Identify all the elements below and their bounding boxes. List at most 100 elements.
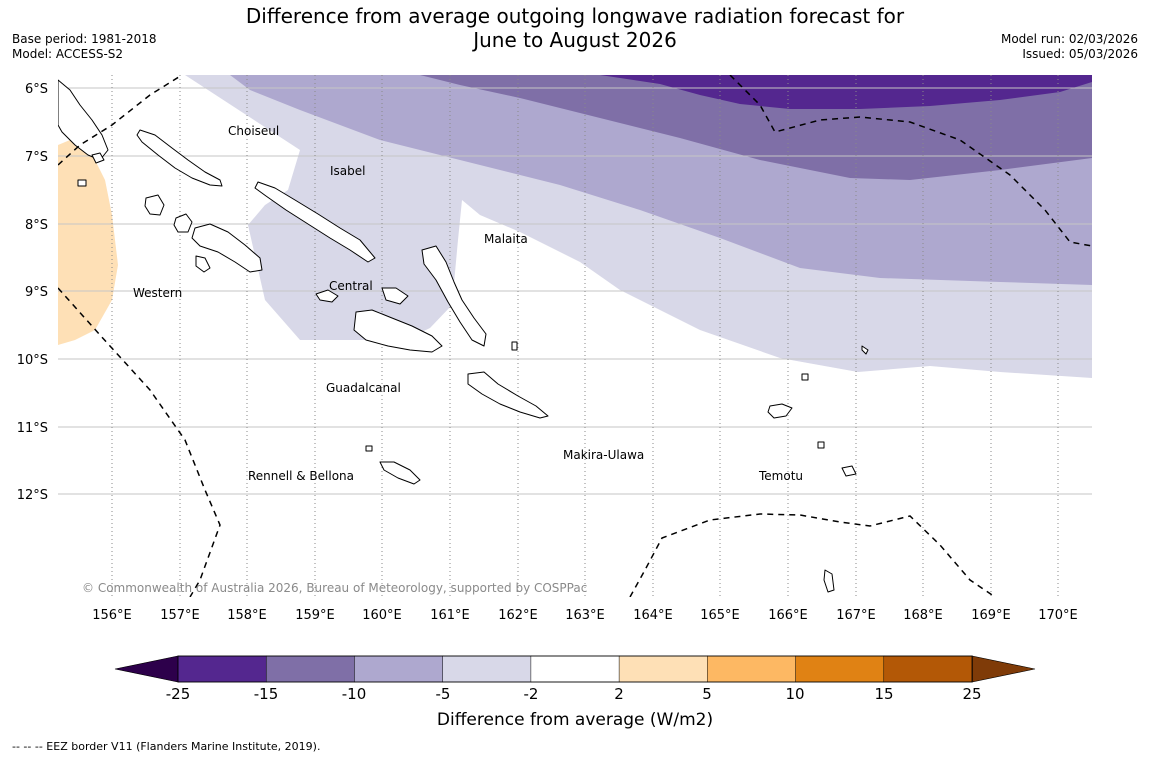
lon-tick-label: 162°E	[498, 608, 538, 623]
colorbar: -25 -15 -10 -5 -2 2 5 10 15 25 Differenc…	[114, 655, 1036, 730]
map-title-line2: June to August 2026	[473, 28, 677, 52]
lat-tick-labels: 6°S 7°S 8°S 9°S 10°S 11°S 12°S	[17, 82, 48, 503]
island-shortland	[91, 152, 105, 164]
colorbar-swatch	[618, 655, 709, 683]
lat-tick-label: 6°S	[25, 82, 48, 97]
colorbar-swatch	[707, 655, 797, 683]
lon-tick-label: 158°E	[227, 608, 267, 623]
colorbar-tick-label: -15	[254, 685, 279, 703]
colorbar-swatch	[442, 655, 532, 683]
province-label: Makira-Ulawa	[563, 448, 644, 462]
colorbar-swatch	[265, 655, 356, 683]
lon-tick-label: 165°E	[700, 608, 740, 623]
colorbar-tick-label: 15	[874, 685, 893, 703]
colorbar-tick-label: 5	[702, 685, 712, 703]
lon-tick-labels: 156°E 157°E 158°E 159°E 160°E 161°E 162°…	[92, 608, 1078, 623]
lon-tick-label: 163°E	[565, 608, 605, 623]
island-malaita	[421, 245, 487, 347]
colorbar-outline	[177, 655, 973, 683]
eez-footnote: -- -- -- EEZ border V11 (Flanders Marine…	[12, 740, 320, 753]
island-isabel	[254, 181, 376, 263]
province-label: Western	[133, 286, 182, 300]
olr-positive-anomaly	[58, 140, 118, 345]
colorbar-tick-label: 25	[962, 685, 981, 703]
lat-tick-label: 12°S	[17, 488, 48, 503]
province-label: Choiseul	[228, 124, 279, 138]
lon-gridlines	[111, 75, 1059, 597]
lon-tick-label: 167°E	[836, 608, 876, 623]
province-label: Malaita	[484, 232, 528, 246]
province-label: Isabel	[330, 164, 365, 178]
model-run: Model run: 02/03/2026	[1000, 32, 1138, 46]
colorbar-tick-label: -5	[436, 685, 451, 703]
island-florida	[315, 289, 339, 303]
province-label: Central	[329, 279, 373, 293]
olr-band-darkest	[600, 75, 1092, 109]
colorbar-under-arrow	[114, 655, 179, 683]
colorbar-title: Difference from average (W/m2)	[437, 710, 713, 730]
province-label: Rennell & Bellona	[248, 469, 354, 483]
island-anuta	[823, 569, 835, 593]
island-santa-cruz	[767, 403, 793, 419]
issued-date: Issued: 05/03/2026	[1022, 47, 1138, 61]
island-ulawa	[511, 341, 518, 351]
map-area: Choiseul Isabel Malaita Western Central …	[58, 75, 1092, 597]
island-guadalcanal	[353, 309, 443, 353]
lat-tick-label: 7°S	[25, 150, 48, 165]
island-rendova	[195, 255, 211, 273]
island-treasury	[77, 179, 87, 187]
lon-tick-label: 168°E	[903, 608, 943, 623]
island-kolombangara	[173, 213, 193, 233]
base-period: Base period: 1981-2018	[12, 32, 157, 46]
meta-right: Model run: 02/03/2026 Issued: 05/03/2026	[1001, 32, 1138, 62]
eez-borders	[58, 75, 1092, 597]
lat-gridlines	[58, 87, 1092, 495]
lon-tick-label: 170°E	[1038, 608, 1078, 623]
province-label: Temotu	[758, 469, 803, 483]
map-title-line1: Difference from average outgoing longwav…	[245, 4, 905, 28]
lon-tick-label: 161°E	[430, 608, 470, 623]
colorbar-swatch	[177, 655, 267, 683]
province-label: Guadalcanal	[326, 381, 401, 395]
islands	[58, 79, 869, 593]
colorbar-tick-label: 10	[785, 685, 804, 703]
colorbar-ticks: -25 -15 -10 -5 -2 2 5 10 15 25	[166, 685, 982, 703]
island-new-georgia	[191, 223, 263, 273]
island-vella-lavella	[144, 194, 165, 216]
lon-tick-label: 169°E	[971, 608, 1011, 623]
island-bougainville	[58, 79, 109, 161]
colorbar-tick-label: -10	[342, 685, 367, 703]
colorbar-swatch	[883, 655, 973, 683]
lon-tick-label: 164°E	[633, 608, 673, 623]
lon-tick-label: 159°E	[295, 608, 335, 623]
colorbar-swatch	[530, 655, 620, 683]
island-makira	[467, 371, 549, 419]
colorbar-tick-label: -25	[166, 685, 191, 703]
island-duff	[861, 345, 869, 355]
lat-tick-label: 10°S	[17, 353, 48, 368]
model-name: Model: ACCESS-S2	[12, 47, 124, 61]
island-bellona	[365, 445, 373, 452]
colorbar-tick-label: 2	[614, 685, 624, 703]
province-labels: Choiseul Isabel Malaita Western Central …	[133, 124, 803, 483]
lat-tick-label: 9°S	[25, 285, 48, 300]
island-reef-islands	[801, 373, 809, 381]
lat-tick-label: 8°S	[25, 218, 48, 233]
island-utupua	[817, 441, 825, 449]
island-choiseul	[136, 129, 223, 187]
lon-tick-label: 160°E	[362, 608, 402, 623]
lon-tick-label: 157°E	[160, 608, 200, 623]
colorbar-tick-label: -2	[524, 685, 539, 703]
island-russell	[381, 287, 409, 305]
lon-tick-label: 156°E	[92, 608, 132, 623]
island-rennell	[379, 461, 421, 485]
colorbar-swatch	[795, 655, 885, 683]
colorbar-over-arrow	[971, 655, 1036, 683]
meta-left: Base period: 1981-2018 Model: ACCESS-S2	[12, 32, 157, 62]
lon-tick-label: 166°E	[768, 608, 808, 623]
colorbar-swatch	[354, 655, 444, 683]
island-vanikoro	[841, 465, 857, 477]
copyright-notice: © Commonwealth of Australia 2026, Bureau…	[82, 581, 587, 595]
lat-tick-label: 11°S	[17, 421, 48, 436]
